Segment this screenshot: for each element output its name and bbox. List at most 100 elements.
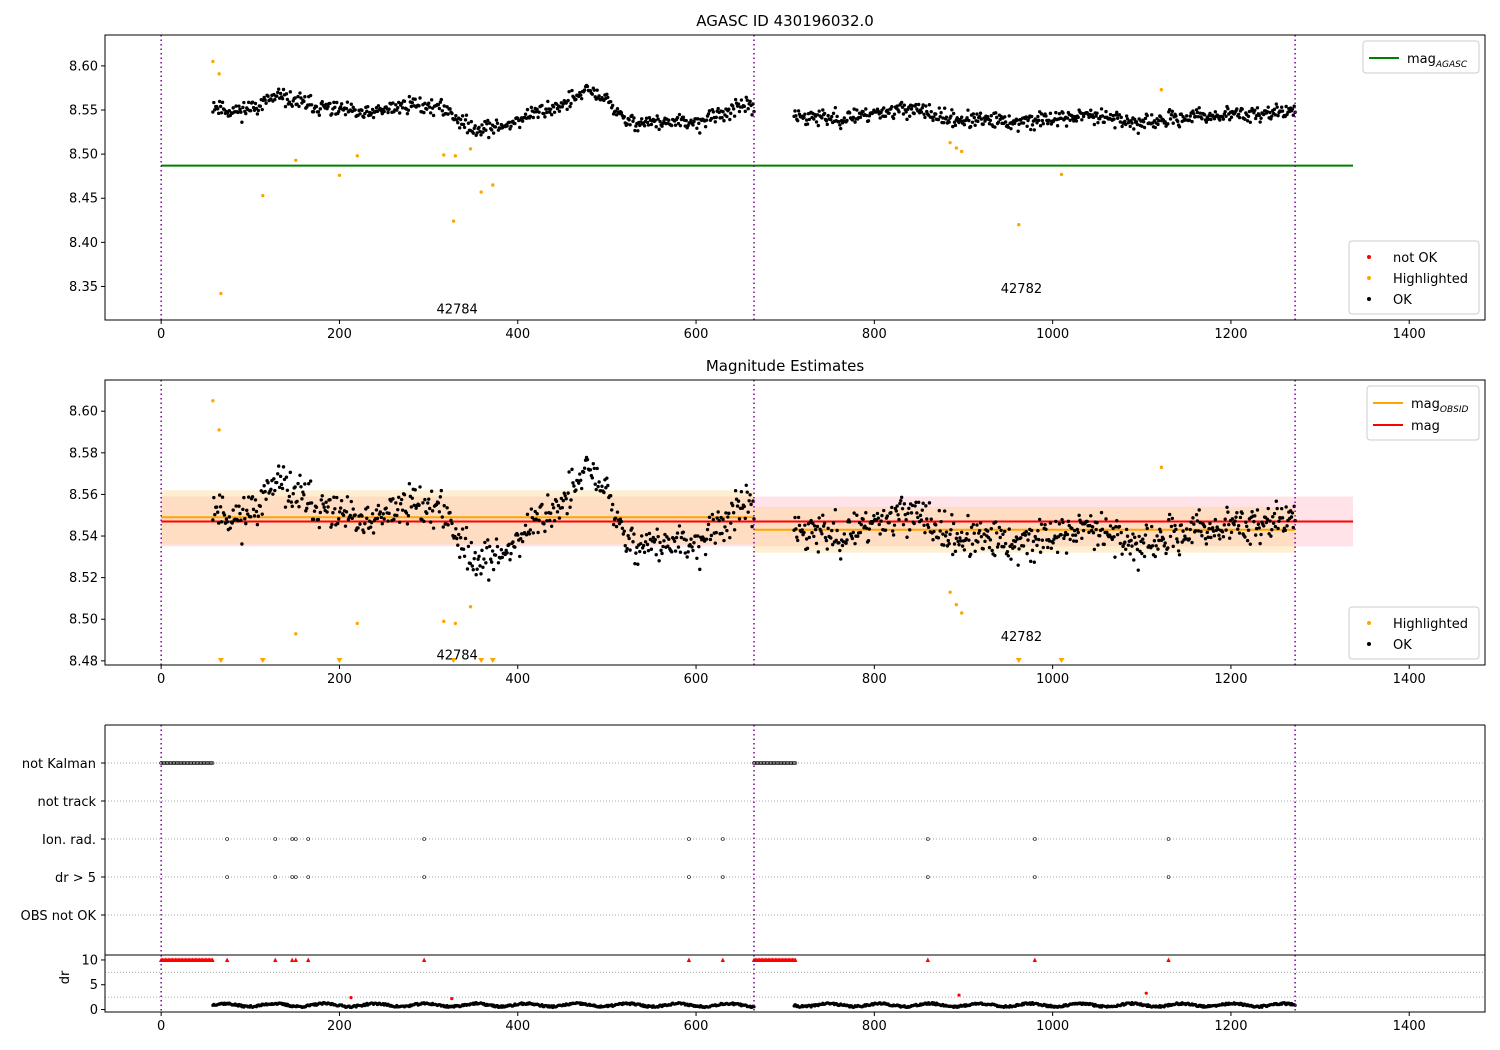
y-tick-label: 8.50 bbox=[69, 148, 98, 163]
ok-point bbox=[830, 542, 835, 547]
ok-point bbox=[1204, 542, 1209, 546]
ok-point bbox=[816, 123, 821, 128]
ok-point bbox=[654, 553, 658, 557]
ok-point bbox=[731, 511, 736, 515]
ok-point bbox=[866, 538, 871, 543]
y-tick-label: 8.58 bbox=[69, 446, 98, 461]
ok-point bbox=[1072, 539, 1076, 543]
flag-marker bbox=[293, 837, 298, 841]
flag-marker bbox=[273, 875, 278, 879]
ok-point bbox=[847, 111, 852, 115]
ok-point bbox=[1193, 529, 1198, 533]
ok-point bbox=[1191, 516, 1195, 520]
y-tick-label: 8.60 bbox=[69, 405, 98, 420]
ok-point bbox=[1272, 511, 1277, 516]
ok-point bbox=[920, 508, 924, 512]
ok-point bbox=[689, 118, 693, 122]
ok-point bbox=[325, 510, 329, 514]
ok-point bbox=[944, 115, 949, 119]
ok-point bbox=[837, 541, 841, 545]
ok-point bbox=[437, 510, 442, 514]
ok-point bbox=[655, 527, 659, 531]
ok-point bbox=[565, 511, 569, 516]
ok-point bbox=[1197, 508, 1201, 512]
ok-point bbox=[288, 90, 293, 94]
ok-point bbox=[523, 523, 528, 527]
ok-point bbox=[1276, 113, 1280, 118]
ok-point bbox=[703, 124, 708, 129]
ok-point bbox=[284, 92, 289, 96]
ok-point bbox=[305, 506, 309, 511]
ok-point bbox=[916, 515, 920, 520]
ok-point bbox=[446, 523, 450, 527]
ok-point bbox=[1021, 544, 1026, 548]
ok-point bbox=[1230, 517, 1235, 521]
ok-point bbox=[1123, 119, 1127, 124]
ok-point bbox=[1059, 533, 1063, 537]
ok-point bbox=[649, 547, 654, 551]
ok-point bbox=[1176, 549, 1181, 553]
ok-point bbox=[264, 101, 268, 105]
ok-point bbox=[1254, 526, 1259, 531]
ok-point bbox=[878, 532, 882, 536]
ok-point bbox=[916, 102, 921, 107]
ok-point bbox=[256, 514, 261, 518]
ok-point bbox=[1065, 116, 1070, 120]
ok-point bbox=[1255, 106, 1260, 110]
ok-point bbox=[872, 514, 876, 518]
ok-point bbox=[683, 551, 687, 555]
legend-box bbox=[1348, 606, 1480, 660]
ok-point bbox=[725, 528, 729, 533]
ok-point bbox=[913, 504, 917, 508]
ok-point bbox=[1118, 120, 1123, 124]
ok-point bbox=[815, 113, 820, 117]
ok-point bbox=[343, 112, 348, 117]
ok-point bbox=[956, 539, 960, 544]
ok-point bbox=[950, 108, 954, 112]
ok-point bbox=[929, 517, 933, 521]
ok-point bbox=[458, 555, 462, 559]
ok-point bbox=[326, 505, 330, 509]
ok-point bbox=[1048, 111, 1053, 116]
ok-point bbox=[628, 123, 632, 127]
ok-point bbox=[374, 508, 379, 512]
ok-point bbox=[258, 104, 263, 108]
ok-point bbox=[540, 103, 544, 108]
ok-point bbox=[1120, 124, 1124, 129]
ok-point bbox=[966, 513, 970, 518]
ok-point bbox=[431, 113, 436, 118]
y-tick-label: 8.54 bbox=[69, 530, 98, 545]
flag-marker bbox=[290, 837, 295, 841]
ok-point bbox=[551, 105, 556, 109]
ok-point bbox=[348, 513, 353, 518]
ok-point bbox=[1015, 118, 1019, 122]
ok-point bbox=[654, 125, 658, 129]
ok-point bbox=[1274, 499, 1278, 503]
ok-point bbox=[427, 497, 431, 501]
ok-point bbox=[986, 529, 990, 533]
ok-point bbox=[413, 488, 417, 492]
ok-point bbox=[316, 517, 321, 522]
ok-point bbox=[1134, 541, 1139, 545]
ok-point bbox=[726, 515, 730, 519]
ok-point bbox=[216, 107, 220, 111]
ok-point bbox=[397, 100, 401, 105]
ok-point bbox=[706, 522, 711, 527]
ok-point bbox=[594, 487, 598, 492]
ok-point bbox=[1032, 560, 1037, 564]
ok-point bbox=[1104, 517, 1108, 521]
ok-point bbox=[1142, 554, 1147, 559]
ok-point bbox=[955, 531, 959, 536]
ok-point bbox=[1095, 520, 1099, 525]
ok-point bbox=[318, 107, 323, 111]
ok-point bbox=[231, 508, 235, 512]
ok-point bbox=[396, 105, 400, 110]
ok-point bbox=[1157, 538, 1161, 543]
ok-point bbox=[1130, 121, 1134, 125]
ok-point bbox=[972, 531, 976, 535]
ok-point bbox=[1037, 118, 1041, 123]
ok-point bbox=[1202, 524, 1207, 529]
ok-point bbox=[1177, 125, 1182, 129]
dr-clipped-marker bbox=[686, 957, 692, 962]
